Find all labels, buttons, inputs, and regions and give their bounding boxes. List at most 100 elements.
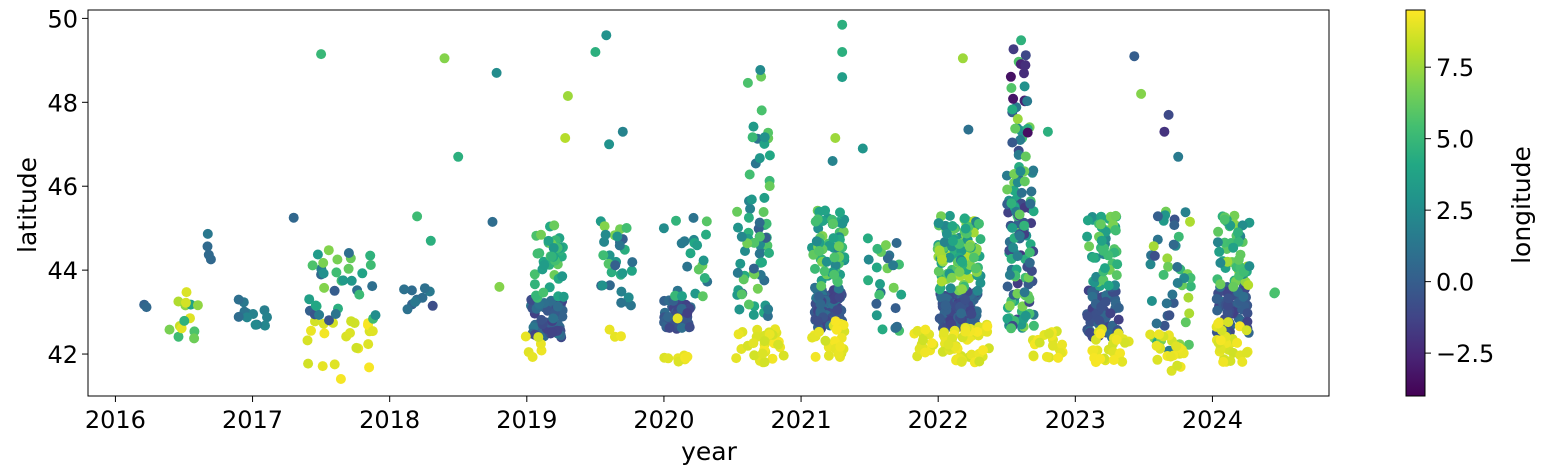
data-point — [1119, 337, 1130, 348]
data-point — [1112, 259, 1123, 270]
data-point — [419, 283, 430, 294]
data-point — [626, 265, 637, 276]
data-point — [736, 231, 747, 242]
data-point — [1010, 123, 1021, 134]
data-point — [1019, 220, 1030, 231]
data-point — [1012, 114, 1023, 124]
data-point — [192, 300, 203, 311]
data-point — [548, 313, 559, 324]
data-point — [763, 304, 774, 315]
data-point — [672, 313, 683, 324]
data-point — [975, 234, 986, 245]
data-point — [1115, 348, 1126, 359]
data-point — [810, 263, 820, 274]
data-point — [754, 153, 765, 164]
data-point — [343, 263, 354, 274]
data-point — [947, 221, 958, 231]
data-point — [319, 282, 330, 293]
data-point — [604, 139, 615, 150]
data-point — [288, 212, 299, 223]
data-point — [335, 374, 346, 384]
data-point — [1185, 281, 1196, 292]
x-tick-label: 2018 — [359, 406, 420, 434]
data-point — [346, 275, 357, 286]
data-point — [1223, 317, 1234, 328]
data-point — [412, 211, 423, 222]
data-point — [614, 240, 625, 251]
data-point — [1218, 356, 1229, 367]
data-point — [536, 314, 547, 325]
data-point — [823, 350, 834, 361]
data-point — [1041, 351, 1052, 362]
data-point — [759, 192, 770, 203]
data-point — [759, 357, 770, 368]
data-point — [1110, 210, 1121, 221]
data-point — [732, 267, 743, 278]
data-point — [1129, 51, 1140, 62]
data-point — [692, 240, 703, 251]
data-point — [330, 309, 341, 319]
data-point — [1016, 187, 1027, 198]
x-tick-label: 2019 — [496, 406, 557, 434]
data-point — [604, 280, 615, 291]
data-point — [610, 260, 621, 271]
data-point — [1151, 340, 1162, 351]
data-point — [317, 361, 328, 372]
data-point — [830, 316, 841, 327]
data-point — [343, 248, 354, 258]
data-point — [1243, 280, 1254, 290]
data-point — [757, 348, 768, 359]
data-point — [749, 350, 760, 361]
data-point — [601, 30, 612, 41]
data-point — [740, 246, 750, 256]
data-point — [538, 287, 549, 298]
data-point — [821, 256, 832, 267]
data-point — [307, 260, 318, 271]
colorbar-tick-label: 5.0 — [1436, 126, 1474, 154]
data-point — [1008, 93, 1019, 104]
data-point — [1164, 310, 1175, 321]
data-point — [1005, 71, 1016, 82]
data-point — [975, 278, 986, 288]
data-point — [562, 91, 573, 101]
data-point — [764, 150, 775, 161]
data-point — [1233, 227, 1243, 238]
data-point — [1020, 60, 1031, 71]
data-point — [1025, 198, 1036, 209]
data-point — [310, 300, 321, 311]
data-point — [1096, 235, 1107, 246]
data-point — [329, 285, 340, 296]
data-point — [820, 205, 831, 216]
data-point — [1242, 316, 1253, 327]
data-point — [1084, 241, 1095, 252]
data-point — [743, 212, 754, 223]
data-point — [1088, 252, 1099, 263]
data-point — [1152, 354, 1163, 365]
data-point — [830, 133, 841, 143]
data-point — [1014, 230, 1025, 241]
data-point — [318, 268, 329, 279]
data-point — [697, 291, 708, 302]
data-point — [1215, 257, 1226, 268]
data-point — [1020, 151, 1031, 162]
data-point — [819, 266, 830, 277]
data-point — [920, 347, 931, 358]
data-point — [1007, 222, 1018, 233]
data-point — [543, 235, 554, 246]
data-point — [1168, 239, 1179, 250]
colorbar-axis: −2.5 0.0 2.5 5.0 7.5 — [1425, 54, 1494, 368]
data-point — [1020, 50, 1031, 61]
data-point — [754, 217, 765, 228]
data-point — [439, 53, 450, 64]
data-point — [1212, 237, 1223, 248]
data-point — [1095, 219, 1106, 230]
y-axis-label: latitude — [13, 157, 42, 253]
data-point — [627, 257, 638, 268]
data-point — [319, 328, 330, 339]
data-point — [600, 229, 611, 240]
data-point — [857, 143, 868, 154]
data-point — [1113, 314, 1124, 325]
data-point — [748, 263, 759, 274]
data-point — [682, 261, 693, 272]
